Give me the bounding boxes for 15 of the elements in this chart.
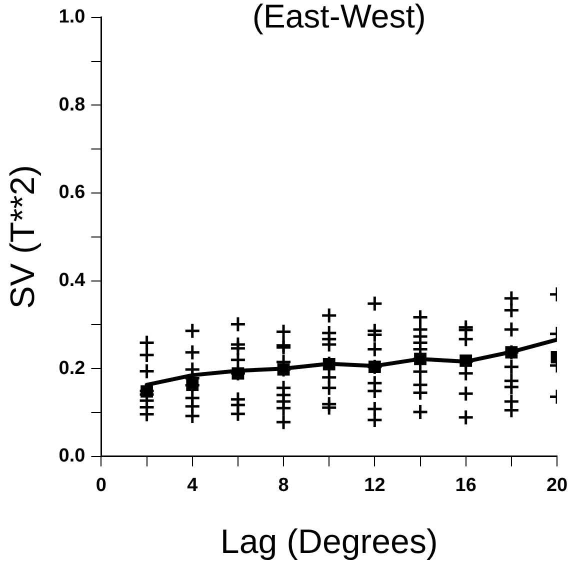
y-tick-label: 0.0 — [58, 446, 86, 467]
x-tick-label: 0 — [96, 475, 106, 496]
x-tick-label: 16 — [455, 475, 476, 496]
y-tick-label: 0.4 — [58, 270, 86, 292]
x-tick-label: 8 — [278, 475, 289, 496]
y-tick-label: 0.8 — [58, 94, 86, 116]
x-tick-label: 4 — [187, 475, 198, 496]
y-tick-label: 1.0 — [58, 6, 86, 28]
y-tick-label: 0.6 — [58, 182, 86, 204]
x-tick-label: 12 — [364, 475, 386, 496]
chart-title: (East-West) — [252, 0, 426, 35]
x-tick-label: 20 — [546, 475, 568, 496]
y-tick-label: 0.2 — [58, 358, 86, 379]
y-axis-title: SV (T**2) — [4, 165, 42, 309]
x-axis-title: Lag (Degrees) — [220, 522, 438, 561]
